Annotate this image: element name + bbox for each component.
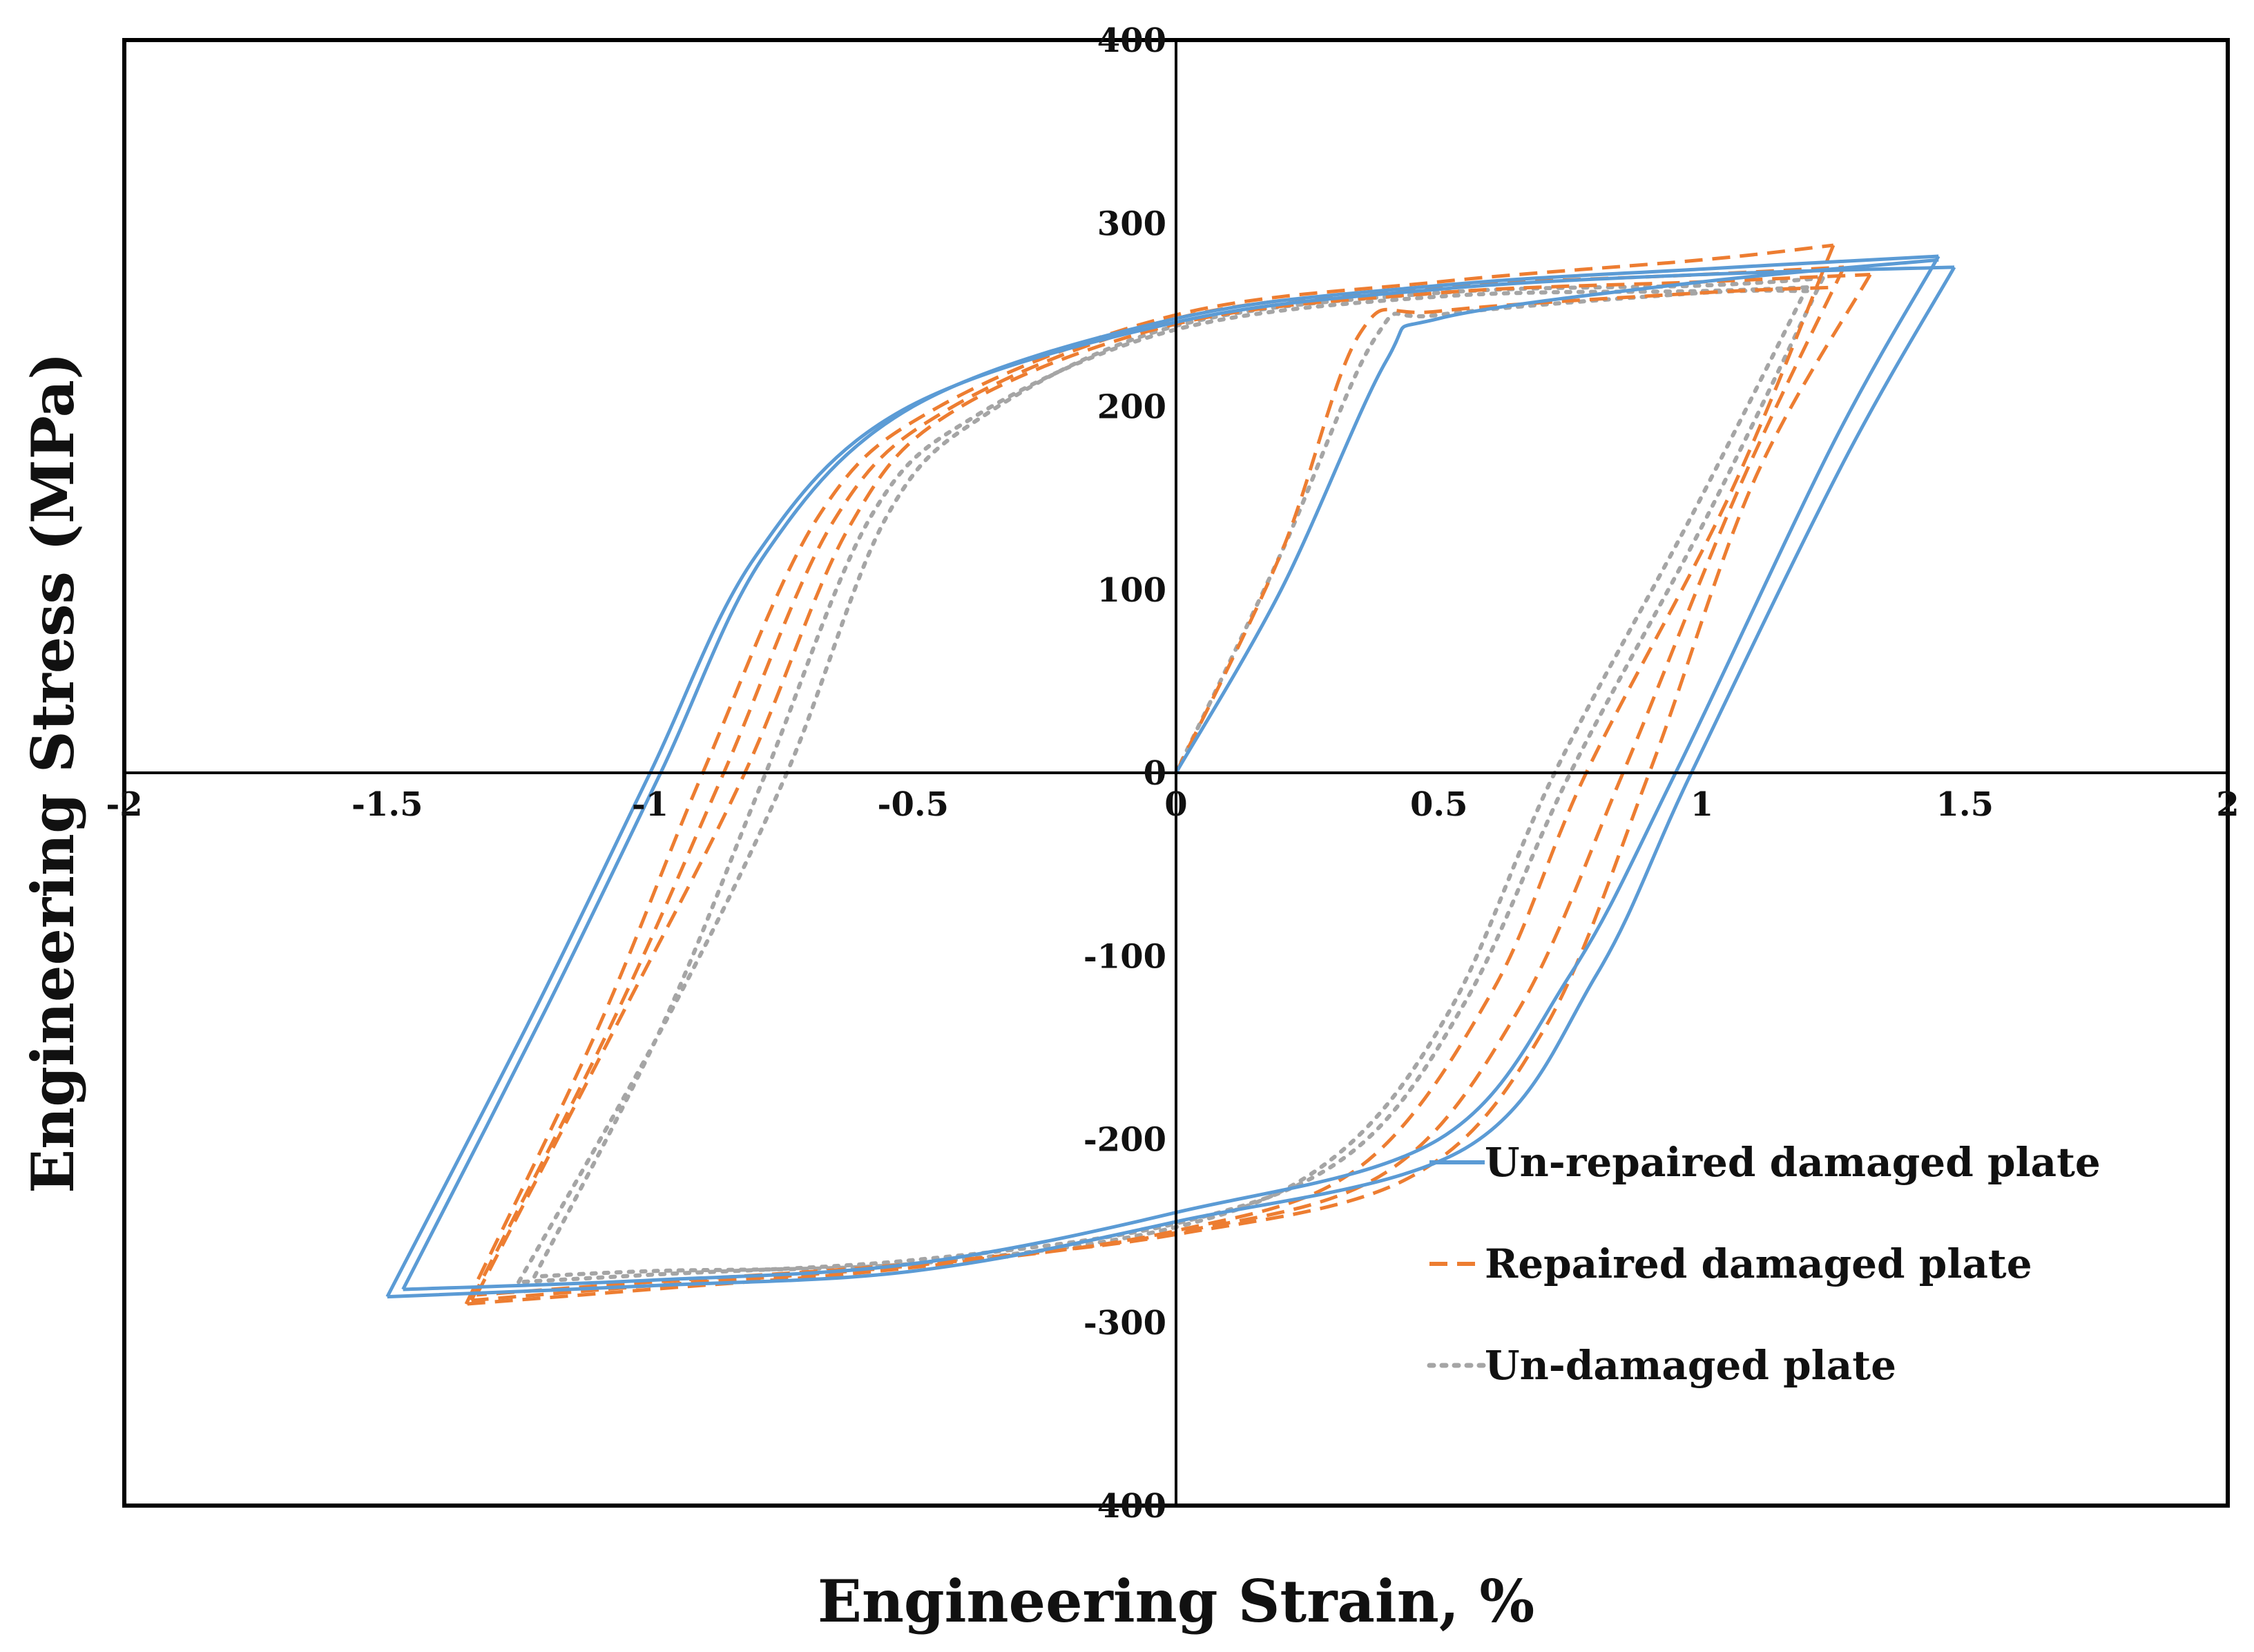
y-tick-label: 0 xyxy=(1144,754,1166,793)
y-tick-label: 100 xyxy=(1097,571,1166,610)
legend-label: Un-damaged plate xyxy=(1485,1342,1896,1389)
x-tick-label: 1.5 xyxy=(1936,785,1994,824)
series-1 xyxy=(385,254,1956,1299)
y-tick-label: 400 xyxy=(1097,1487,1166,1526)
plot-curves xyxy=(385,243,1956,1306)
y-axis-title: Engineering Stress (MPa) xyxy=(19,352,87,1193)
legend-label: Repaired damaged plate xyxy=(1485,1240,2032,1287)
y-tick-label: -300 xyxy=(1083,1304,1166,1343)
y-tick-label: -200 xyxy=(1083,1121,1166,1160)
y-tick-label: 300 xyxy=(1097,204,1166,243)
x-tick-label: -1 xyxy=(632,785,668,824)
x-tick-label: -2 xyxy=(106,785,142,824)
hysteresis-reloading-branch-1 xyxy=(464,243,1834,1305)
hysteresis-unloading-branch-2 xyxy=(517,276,1825,1285)
hysteresis-reloading-branch-1 xyxy=(401,254,1939,1291)
hysteresis-reloading-branch-2 xyxy=(474,273,1871,1296)
hysteresis-reloading-branch-1 xyxy=(532,285,1809,1279)
hysteresis-reloading-branch-2 xyxy=(385,265,1955,1298)
hysteresis-reloading-branch-2 xyxy=(517,276,1825,1285)
y-tick-label: 200 xyxy=(1097,388,1166,427)
y-tick-label: -100 xyxy=(1083,937,1166,976)
y-tick-label: 400 xyxy=(1097,21,1166,60)
initial-loading-curve xyxy=(1174,288,1809,775)
x-axis-title: Engineering Strain, % xyxy=(818,1567,1534,1635)
x-tick-label: -0.5 xyxy=(878,785,949,824)
hysteresis-unloading-branch-1 xyxy=(403,255,1940,1291)
x-tick-label: 1 xyxy=(1690,785,1713,824)
hysteresis-unloading-branch-2 xyxy=(387,266,1956,1299)
initial-loading-curve xyxy=(1174,258,1939,774)
axes xyxy=(122,38,2230,1508)
x-tick-label: -1.5 xyxy=(351,785,423,824)
x-tick-label: 0 xyxy=(1164,785,1187,824)
x-tick-label: 2 xyxy=(2216,785,2239,824)
series-3 xyxy=(517,276,1825,1285)
initial-loading-curve xyxy=(1174,285,1834,774)
x-tick-label: 0.5 xyxy=(1410,785,1468,824)
tick-labels: -2 -1.5 -1 -0.5 0 0.5 1 1.5 2 400 300 200 100 0 -100 -2… xyxy=(106,21,2239,1526)
hysteresis-unloading-branch-3 xyxy=(471,266,1846,1303)
legend-label: Un-repaired damaged plate xyxy=(1485,1139,2101,1186)
legend: Un-repaired damaged plate Repaired damage… xyxy=(1427,1139,2101,1389)
